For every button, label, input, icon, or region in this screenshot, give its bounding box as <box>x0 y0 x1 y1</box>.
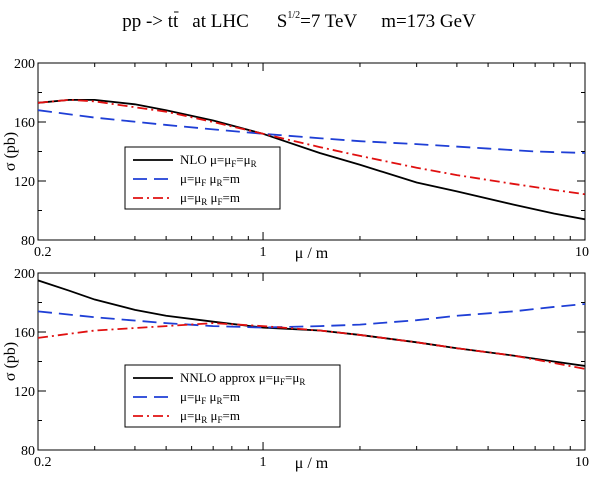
top-legend-label-2: μ=μF μR=m <box>180 171 240 188</box>
bottom-series-line-2 <box>38 303 585 329</box>
title-process: pp -> t <box>122 11 174 32</box>
title-energy-value: =7 TeV <box>300 11 357 32</box>
bottom-series-line-1 <box>38 279 585 367</box>
title-collider: at LHC <box>192 11 248 32</box>
top-legend-box <box>124 146 281 210</box>
top-y-tick-label: 80 <box>21 234 35 249</box>
top-series-line-2 <box>38 109 585 154</box>
bottom-x-tick-label: 10 <box>575 455 589 470</box>
top-y-axis-label: σ (pb) <box>2 132 19 171</box>
top-series-group <box>38 98 585 221</box>
title-energy-exponent: 1/2 <box>287 10 300 21</box>
top-x-axis-label: μ / m <box>295 245 329 262</box>
bottom-legend-label-3: μ=μR μF=m <box>180 408 240 425</box>
top-plot-frame <box>37 62 586 241</box>
bottom-y-tick-label: 120 <box>14 385 35 400</box>
top-x-tick-label: 10 <box>575 245 589 260</box>
bottom-x-axis-label: μ / m <box>295 455 329 472</box>
bottom-y-tick-label: 160 <box>14 326 35 341</box>
top-series-line-3 <box>38 98 585 196</box>
top-x-tick-label: 0.2 <box>34 245 52 260</box>
bottom-x-tick-label: 1 <box>260 455 267 470</box>
top-x-tick-label: 1 <box>260 245 267 260</box>
bottom-x-tick-label: 0.2 <box>34 455 52 470</box>
bottom-legend-label-2: μ=μF μR=m <box>180 389 240 406</box>
bottom-y-tick-label: 200 <box>14 267 35 282</box>
top-y-tick-label: 200 <box>14 57 35 72</box>
top-chart-panel: 80 120 160 200 0.2 1 10 μ / m σ (pb) NLO μ=μF=μR μ… <box>2 57 589 262</box>
figure-title: pp -> tt at LHC S1/2=7 TeV m=173 GeV <box>122 10 476 32</box>
title-mass: m=173 GeV <box>381 11 476 32</box>
bottom-y-axis-label: σ (pb) <box>2 342 19 381</box>
bottom-legend: NNLO approx μ=μF=μR μ=μF μR=m μ=μR μF=m <box>124 364 341 428</box>
bottom-legend-label-1: NNLO approx μ=μF=μR <box>180 370 305 387</box>
top-legend-label-3: μ=μR μF=m <box>180 190 240 207</box>
bottom-series-group <box>38 279 585 370</box>
top-legend-label-1: NLO μ=μF=μR <box>180 152 257 169</box>
bottom-y-tick-label: 80 <box>21 444 35 459</box>
top-series-line-1 <box>38 98 585 221</box>
bottom-series-line-3 <box>38 322 585 370</box>
top-y-tick-label: 160 <box>14 116 35 131</box>
top-y-tick-label: 120 <box>14 175 35 190</box>
title-tbar: t <box>173 11 179 32</box>
top-legend: NLO μ=μF=μR μ=μF μR=m μ=μR μF=m <box>124 146 281 210</box>
title-energy-s: S <box>277 11 288 32</box>
figure-title-text: pp -> tt at LHC S1/2=7 TeV m=173 GeV <box>122 10 476 32</box>
bottom-chart-panel: 80 120 160 200 0.2 1 10 μ / m σ (pb) NNLO approx … <box>2 267 589 472</box>
